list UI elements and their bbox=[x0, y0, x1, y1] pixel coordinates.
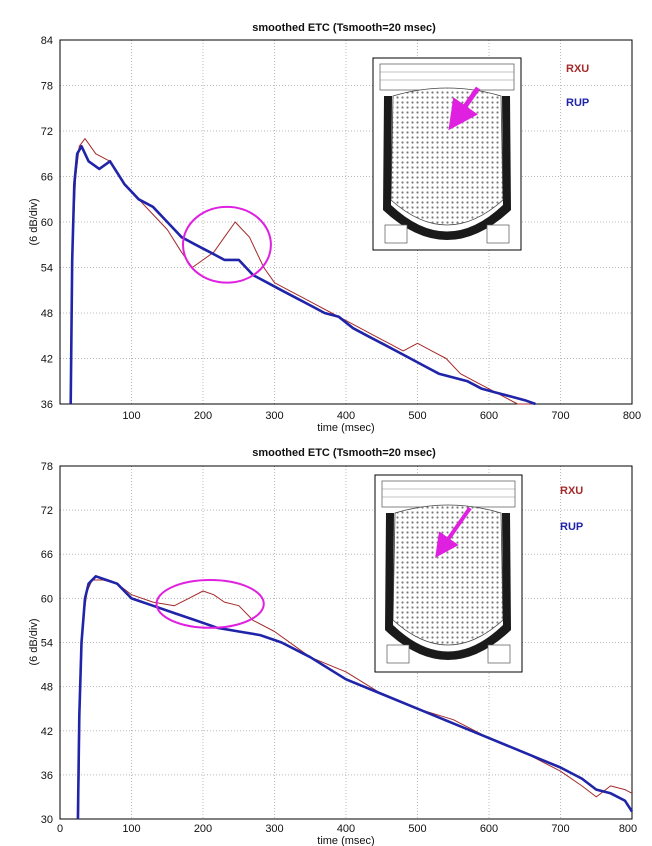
chart-2-xtick-label: 500 bbox=[408, 823, 426, 835]
chart-1-xticks: 100 200 300 400 500 600 700 800 bbox=[122, 410, 641, 422]
chart-2-ytick-label: 42 bbox=[41, 726, 53, 738]
chart-1-plot-frame bbox=[59, 39, 633, 405]
chart-1-xtick-label: 700 bbox=[551, 410, 569, 422]
chart-1-ytick-label: 42 bbox=[41, 354, 53, 366]
chart-1-grid bbox=[60, 40, 632, 404]
chart-1-xtick-label: 200 bbox=[194, 410, 212, 422]
chart-2-inset-seating-plan bbox=[374, 474, 523, 673]
chart-2-xtick-label: 100 bbox=[122, 823, 140, 835]
chart-2-series-rxu-line bbox=[78, 579, 633, 820]
chart-2-xtick-label: 800 bbox=[619, 823, 637, 835]
chart-2-xtick-label: 400 bbox=[337, 823, 355, 835]
chart-1-xtick-label: 400 bbox=[337, 410, 355, 422]
chart-2-xticks: 0 100 200 300 400 500 600 700 800 bbox=[57, 823, 637, 835]
chart-2-ytick-label: 78 bbox=[41, 461, 53, 473]
chart-1-legend-rup: RUP bbox=[566, 97, 589, 109]
chart-1-xtick-label: 100 bbox=[122, 410, 140, 422]
chart-1-xlabel: time (msec) bbox=[317, 422, 374, 434]
chart-1-ylabel: (6 dB/div) bbox=[28, 198, 40, 245]
chart-2-title: smoothed ETC (Tsmooth=20 msec) bbox=[252, 447, 436, 459]
chart-2-plot-frame bbox=[59, 465, 633, 820]
chart-2-ytick-label: 48 bbox=[41, 682, 53, 694]
chart-2-legend-rxu: RXU bbox=[560, 485, 583, 497]
chart-2-xlabel: time (msec) bbox=[317, 835, 374, 846]
chart-1-series bbox=[69, 138, 536, 406]
chart-2-ytick-label: 60 bbox=[41, 593, 53, 605]
chart-1-receiver-arrow bbox=[448, 86, 481, 131]
chart-1-highlight-ellipse bbox=[181, 205, 272, 284]
chart-1-inset-seating-plan bbox=[372, 57, 522, 251]
chart-1: smoothed ETC (Tsmooth=20 msec) 100 200 3… bbox=[28, 22, 641, 434]
chart-2-legend-rup: RUP bbox=[560, 521, 583, 533]
chart-2-xtick-label: 600 bbox=[480, 823, 498, 835]
chart-1-yticks: 36 42 48 54 60 66 72 78 84 bbox=[41, 35, 53, 411]
chart-1-ytick-label: 66 bbox=[41, 172, 53, 184]
chart-2-series-rup-line bbox=[76, 574, 634, 820]
chart-1-ytick-label: 54 bbox=[41, 263, 53, 275]
chart-1-ytick-label: 78 bbox=[41, 81, 53, 93]
chart-2-yticks: 30 36 42 48 54 60 66 72 78 bbox=[41, 461, 53, 826]
chart-1-ytick-label: 60 bbox=[41, 217, 53, 229]
chart-1-ytick-label: 84 bbox=[41, 35, 53, 47]
chart-1-xtick-label: 800 bbox=[623, 410, 641, 422]
chart-2-ytick-label: 36 bbox=[41, 770, 53, 782]
chart-1-xtick-label: 300 bbox=[265, 410, 283, 422]
chart-1-ytick-label: 72 bbox=[41, 126, 53, 138]
chart-2-xtick-label: 300 bbox=[265, 823, 283, 835]
chart-2-ytick-label: 54 bbox=[41, 638, 53, 650]
chart-2-xtick-label: 700 bbox=[551, 823, 569, 835]
chart-2-highlight-ellipse bbox=[155, 578, 265, 629]
chart-1-xtick-label: 500 bbox=[408, 410, 426, 422]
chart-2-receiver-arrow bbox=[435, 506, 472, 558]
chart-1-legend: RXU RUP bbox=[566, 63, 589, 109]
chart-1-title: smoothed ETC (Tsmooth=20 msec) bbox=[252, 22, 436, 34]
chart-2-xtick-label: 200 bbox=[194, 823, 212, 835]
chart-2-ytick-label: 72 bbox=[41, 505, 53, 517]
chart-2-xtick-label: 0 bbox=[57, 823, 63, 835]
chart-2-ylabel: (6 dB/div) bbox=[28, 618, 40, 665]
chart-1-series-rup-line bbox=[69, 144, 536, 406]
chart-1-legend-rxu: RXU bbox=[566, 63, 589, 75]
chart-2-ytick-label: 66 bbox=[41, 549, 53, 561]
chart-2: smoothed ETC (Tsmooth=20 msec) 0 100 200… bbox=[28, 447, 637, 846]
chart-1-xtick-label: 600 bbox=[480, 410, 498, 422]
chart-2-series bbox=[76, 574, 634, 820]
chart-1-ytick-label: 36 bbox=[41, 399, 53, 411]
chart-2-ytick-label: 30 bbox=[41, 814, 53, 826]
chart-2-legend: RXU RUP bbox=[560, 485, 583, 533]
chart-1-ytick-label: 48 bbox=[41, 308, 53, 320]
chart-2-grid bbox=[60, 466, 632, 819]
